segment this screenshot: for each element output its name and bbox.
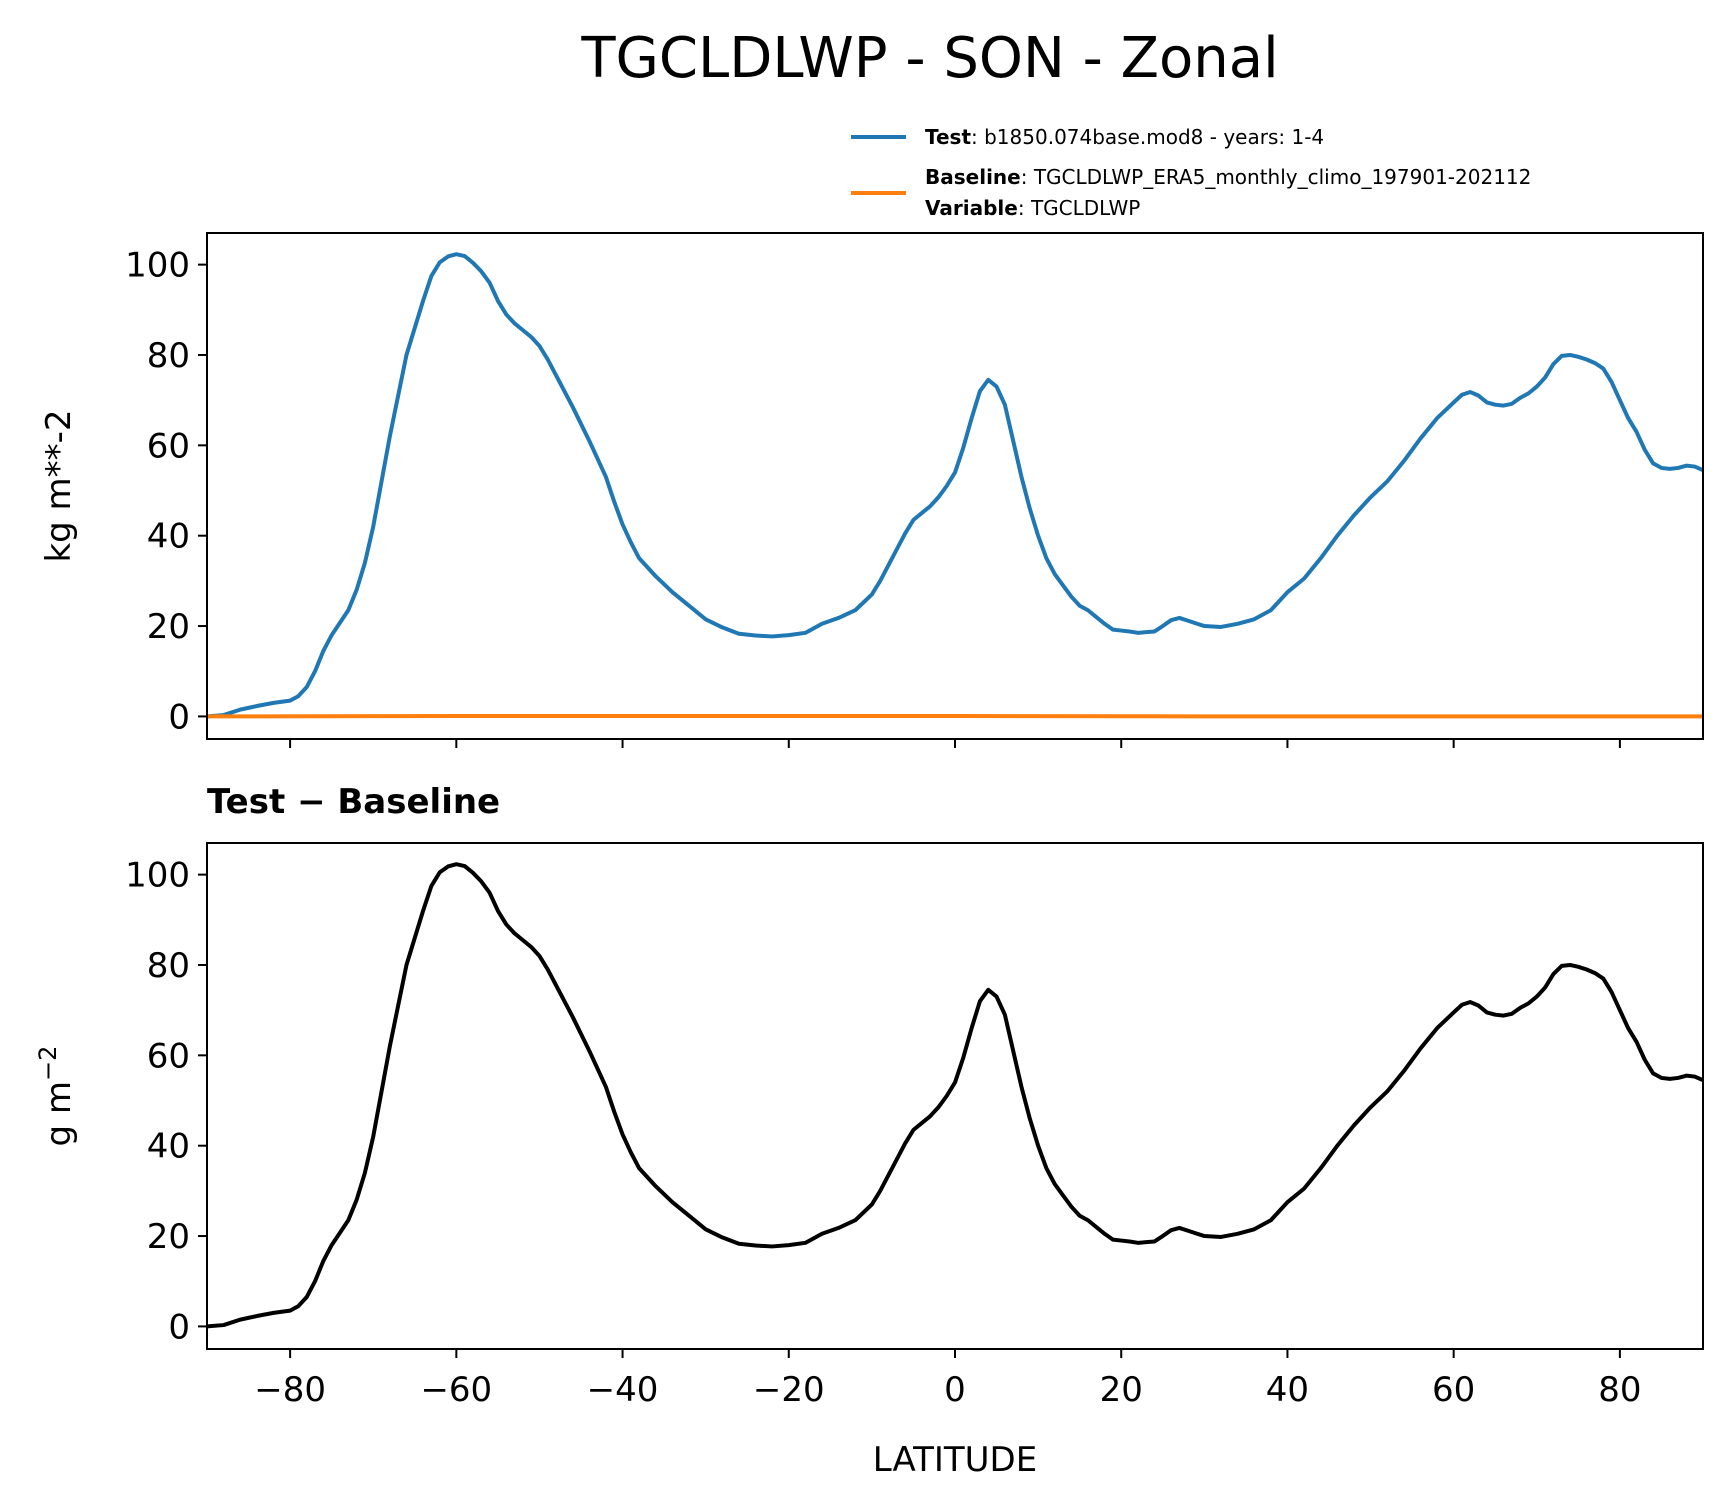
- x-tick-label: 0: [944, 1370, 966, 1410]
- x-axis-label: LATITUDE: [873, 1440, 1037, 1480]
- x-tick-label: −60: [420, 1370, 492, 1410]
- y-tick-label: 0: [168, 697, 190, 737]
- legend-variable-key: Variable: [925, 196, 1018, 220]
- x-tick-label: 60: [1432, 1370, 1475, 1410]
- x-tick-label: 40: [1266, 1370, 1309, 1410]
- y-tick-label: 80: [147, 336, 190, 376]
- y-tick-label: 40: [147, 517, 190, 557]
- legend-baseline-value: : TGCLDLWP_ERA5_monthly_climo_197901-202…: [1021, 165, 1532, 189]
- y-tick-label: 60: [147, 426, 190, 466]
- y-tick-label: 60: [147, 1036, 190, 1076]
- figure-title: TGCLDLWP - SON - Zonal: [580, 26, 1278, 91]
- x-tick-label: −40: [587, 1370, 659, 1410]
- x-tick-label: −80: [254, 1370, 326, 1410]
- x-tick-label: 80: [1598, 1370, 1641, 1410]
- y-tick-label: 100: [125, 856, 190, 896]
- x-tick-label: −20: [753, 1370, 825, 1410]
- y-tick-label: 20: [147, 1217, 190, 1257]
- y-tick-label: 80: [147, 946, 190, 986]
- legend-variable-value: : TGCLDLWP: [1018, 196, 1140, 220]
- x-tick-label: 20: [1100, 1370, 1143, 1410]
- difference-panel-title: Test − Baseline: [207, 782, 500, 822]
- y-tick-label: 100: [125, 246, 190, 286]
- y-axis-label: kg m**-2: [39, 409, 79, 562]
- y-tick-label: 20: [147, 607, 190, 647]
- y-tick-label: 40: [147, 1127, 190, 1167]
- legend-variable-label: Variable: TGCLDLWP: [925, 196, 1140, 220]
- legend-baseline-label: Baseline: TGCLDLWP_ERA5_monthly_climo_19…: [925, 165, 1531, 189]
- legend-test-key: Test: [925, 125, 971, 149]
- y-tick-label: 0: [168, 1307, 190, 1347]
- legend-baseline-key: Baseline: [925, 165, 1021, 189]
- legend-test-label: Test: b1850.074base.mod8 - years: 1-4: [925, 125, 1324, 149]
- legend-test-value: : b1850.074base.mod8 - years: 1-4: [971, 125, 1324, 149]
